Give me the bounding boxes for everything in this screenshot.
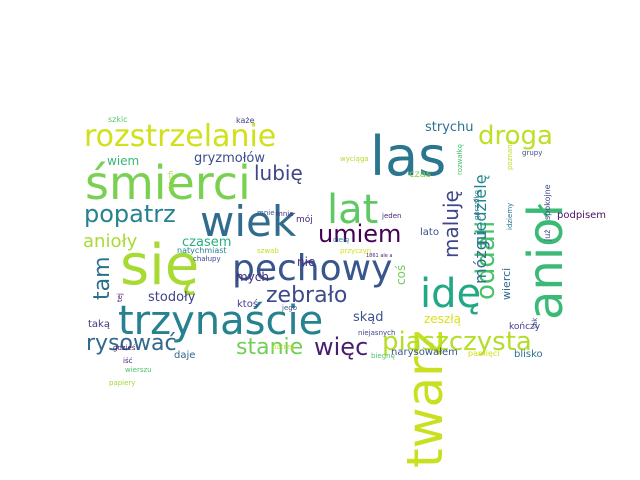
word: droga	[478, 121, 553, 151]
word: natychmiast	[177, 246, 227, 255]
word: skąd	[353, 310, 384, 325]
word: jego	[282, 304, 297, 312]
word: rozstrzelanie	[84, 119, 277, 154]
word: czasem	[182, 235, 232, 250]
word: idziemy	[506, 202, 514, 230]
word: rozwałkę	[456, 143, 464, 175]
word: strychu	[425, 120, 474, 135]
word: tam	[90, 256, 115, 300]
word: spokojne	[543, 184, 552, 220]
word: mnie	[257, 209, 275, 217]
word: przyczyn	[340, 247, 372, 255]
word: anioły	[83, 231, 138, 252]
word: maluję	[439, 190, 463, 258]
word: 1861 ale a	[366, 253, 393, 259]
word: papiery	[109, 379, 136, 387]
word: daje	[174, 350, 196, 361]
word: zebrało	[266, 283, 348, 308]
word: iść	[123, 357, 133, 365]
word: czas	[409, 169, 432, 180]
word: niejasnych	[358, 329, 396, 337]
word: gorzałkę	[473, 190, 481, 220]
word: tej	[116, 293, 124, 302]
word: jak	[531, 317, 539, 328]
word: ktoś	[237, 299, 259, 310]
word: piaszczysta	[382, 327, 532, 357]
word: trzynaście	[118, 298, 324, 344]
word: taką	[88, 319, 110, 330]
word: wiek	[200, 197, 297, 246]
word: coś	[394, 264, 408, 285]
word: wiem	[107, 154, 140, 168]
word: anioł	[518, 203, 574, 320]
word: wierci	[500, 267, 513, 300]
word: stanie	[236, 335, 304, 360]
word: wierszu	[125, 366, 152, 374]
word: pamięci	[468, 349, 500, 358]
word: gryzmołów	[194, 151, 266, 166]
word: narysowałem	[391, 347, 458, 358]
word: idę	[420, 271, 482, 317]
word: każe	[236, 116, 255, 125]
word: podpisem	[557, 210, 607, 221]
word: blisko	[514, 349, 543, 360]
word: się	[120, 233, 200, 298]
word: wyciąga	[340, 155, 369, 163]
word: mnie	[276, 210, 294, 218]
word: cielę	[333, 236, 350, 244]
word: biegnę	[371, 352, 395, 360]
word: patrzę	[272, 343, 295, 351]
word: już	[543, 229, 552, 242]
word: rysować	[86, 331, 177, 356]
word: poznaną	[506, 140, 514, 170]
word: grupy	[522, 149, 543, 157]
word: las	[370, 125, 447, 188]
word: śmierci	[85, 156, 251, 210]
word: umiem	[318, 220, 402, 248]
word: lato	[420, 227, 439, 238]
word: gdzieś	[113, 344, 136, 352]
word: strych	[167, 170, 175, 192]
word: mych	[236, 270, 269, 284]
word: więc	[314, 333, 369, 361]
word: lat	[327, 187, 379, 233]
word: chałupy	[193, 255, 221, 263]
word: mój	[296, 215, 313, 225]
word: szkic	[108, 115, 128, 124]
word: nie	[297, 255, 316, 269]
word: jeden	[382, 212, 402, 220]
word: popatrz	[84, 200, 176, 228]
word: szwab	[257, 247, 279, 255]
word: kończy	[509, 322, 541, 332]
word: lubię	[254, 161, 303, 185]
word: stodoły	[148, 290, 196, 305]
word: pechowy	[232, 248, 393, 289]
word: zeszłą	[424, 312, 461, 326]
